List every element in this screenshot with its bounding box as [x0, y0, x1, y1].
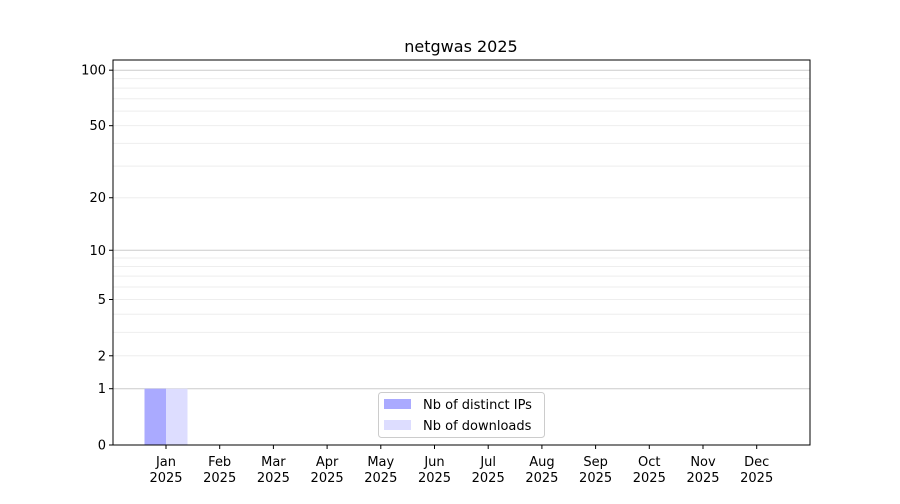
x-tick-label-month: May: [367, 455, 394, 470]
x-tick-label-year: 2025: [525, 471, 558, 486]
grid: [113, 69, 810, 390]
legend-swatch-downloads: [384, 420, 411, 430]
x-axis: Jan2025Feb2025Mar2025Apr2025May2025Jun20…: [149, 445, 773, 486]
x-tick-label-year: 2025: [633, 471, 666, 486]
bar-downloads: [166, 388, 188, 445]
x-tick-label-year: 2025: [149, 471, 182, 486]
legend-label-ips: Nb of distinct IPs: [423, 398, 532, 413]
x-tick-label-month: Nov: [690, 455, 716, 470]
y-tick-label: 1: [98, 382, 106, 397]
x-tick-label-year: 2025: [311, 471, 344, 486]
x-tick-label-year: 2025: [203, 471, 236, 486]
x-tick-label-year: 2025: [257, 471, 290, 486]
x-tick-label-year: 2025: [418, 471, 451, 486]
x-tick-label-month: Sep: [583, 455, 608, 470]
legend-label-downloads: Nb of downloads: [423, 419, 532, 434]
bar-distinct-ips: [144, 388, 166, 445]
x-tick-label-month: Jan: [155, 455, 176, 470]
x-tick-label-month: Apr: [316, 455, 339, 470]
y-tick-label: 5: [98, 293, 106, 308]
legend: Nb of distinct IPs Nb of downloads: [378, 392, 545, 438]
x-tick-label-year: 2025: [579, 471, 612, 486]
legend-box: [378, 392, 545, 438]
plot-frame: [112, 59, 811, 446]
x-tick-label-year: 2025: [740, 471, 773, 486]
x-tick-label-month: Mar: [261, 455, 286, 470]
x-tick-label-month: Feb: [208, 455, 231, 470]
y-tick-label: 2: [98, 349, 106, 364]
x-tick-label-year: 2025: [364, 471, 397, 486]
y-tick-label: 10: [89, 244, 106, 259]
x-tick-label-month: Dec: [744, 455, 769, 470]
y-tick-label: 50: [89, 119, 106, 134]
x-tick-label-year: 2025: [686, 471, 719, 486]
y-tick-label: 0: [98, 439, 106, 454]
bars: [144, 388, 188, 445]
legend-swatch-ips: [384, 399, 411, 409]
x-tick-label-month: Oct: [638, 455, 660, 470]
y-tick-label: 20: [89, 191, 106, 206]
chart-title: netgwas 2025: [404, 37, 517, 56]
x-tick-label-month: Jul: [479, 455, 496, 470]
x-tick-label-month: Aug: [529, 455, 554, 470]
y-axis: 0 1 2 5 10 20 50 100: [81, 64, 113, 454]
x-tick-label-year: 2025: [472, 471, 505, 486]
x-tick-label-month: Jun: [423, 455, 444, 470]
y-tick-label: 100: [81, 64, 106, 79]
